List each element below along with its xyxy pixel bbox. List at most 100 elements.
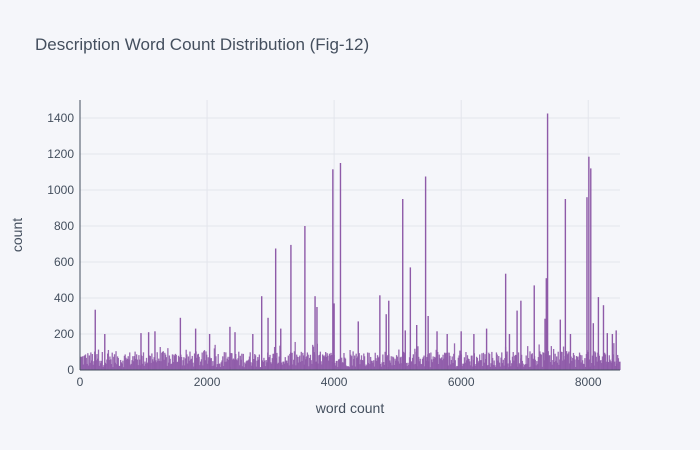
histogram-bar (179, 317, 182, 370)
histogram-bar-background (582, 363, 585, 370)
histogram-bar-background (133, 356, 135, 370)
histogram-bar-background (263, 357, 265, 370)
histogram-bar-background (99, 360, 101, 370)
histogram-bar-background (222, 356, 224, 370)
histogram-bar-background (535, 365, 537, 370)
histogram-bar-background (178, 357, 180, 370)
histogram-bar-background (330, 352, 332, 370)
histogram-bar-background (324, 355, 326, 370)
histogram-bar-background (538, 344, 540, 370)
histogram-bar-background (119, 365, 121, 370)
histogram-bar-background (550, 346, 552, 370)
histogram-bar-background (532, 358, 534, 370)
histogram-bar-background (124, 354, 126, 370)
histogram-bar-background (155, 362, 158, 370)
x-tick-label: 4000 (321, 375, 348, 389)
histogram-bar-background (523, 366, 525, 370)
histogram-bar-background (281, 364, 283, 370)
histogram-bar-background (400, 356, 402, 370)
histogram-bar-background (341, 362, 344, 370)
histogram-bar-background (161, 351, 164, 370)
histogram-bar (606, 333, 608, 370)
histogram-bar-background (276, 352, 278, 370)
histogram-bar-background (325, 356, 328, 370)
histogram-bar-background (396, 356, 398, 370)
histogram-bar-background (470, 355, 472, 370)
histogram-bar-background (502, 359, 504, 370)
x-axis-title: word count (315, 400, 385, 416)
histogram-bar-background (309, 354, 312, 370)
histogram-bar-background (407, 362, 409, 370)
histogram-bar-background (199, 365, 201, 370)
histogram-bar-background (584, 358, 586, 370)
histogram-bar-background (226, 358, 228, 370)
histogram-bar-background (526, 363, 528, 370)
histogram-bar-background (236, 360, 238, 370)
histogram-bar-background (335, 360, 338, 370)
histogram-bar-background (343, 352, 345, 370)
histogram-bar-background (163, 359, 165, 370)
histogram-bar-background (135, 354, 138, 370)
histogram-bar-background (466, 355, 469, 370)
histogram-bar (314, 296, 316, 370)
histogram-bar-background (491, 351, 493, 370)
histogram-bar-background (318, 354, 321, 370)
histogram-bar-background (614, 366, 617, 370)
histogram-bar-background (270, 362, 272, 370)
histogram-bar-background (300, 351, 302, 370)
histogram-bar-background (485, 359, 487, 370)
histogram-bar (508, 334, 511, 370)
histogram-bar-background (438, 354, 440, 370)
histogram-bar-background (142, 363, 144, 370)
histogram-bar-background (169, 358, 171, 370)
histogram-bar (602, 305, 605, 370)
histogram-bar-background (381, 362, 383, 370)
histogram-bar-background (216, 364, 219, 370)
histogram-bar-background (610, 362, 613, 370)
histogram-bar-background (207, 357, 209, 370)
histogram-bar-background (284, 357, 286, 370)
histogram-bar-background (167, 362, 170, 370)
histogram-bar-background (120, 362, 123, 370)
histogram-bar-background (190, 358, 193, 370)
histogram-bar-background (367, 362, 370, 370)
histogram-bar (409, 267, 412, 370)
histogram-bar-background (297, 362, 299, 370)
histogram-bar-background (452, 362, 454, 370)
histogram-bar-background (375, 358, 377, 370)
histogram-bar-background (105, 363, 107, 370)
histogram-bar-background (296, 356, 299, 370)
histogram-bar-background (253, 359, 255, 370)
histogram-bar-background (392, 356, 394, 370)
histogram-bar-background (350, 356, 353, 370)
histogram-bar-background (337, 366, 339, 370)
histogram-bar-background (418, 356, 420, 370)
histogram-bar-background (411, 357, 414, 370)
histogram-bar-background (457, 357, 459, 370)
histogram-bar-background (406, 365, 408, 370)
histogram-bar-background (231, 353, 233, 370)
histogram-bar-background (495, 352, 498, 370)
histogram-bar-background (536, 361, 538, 370)
histogram-bar-background (594, 351, 596, 370)
x-tick-label: 8000 (575, 375, 602, 389)
histogram-bar-background (132, 356, 134, 370)
histogram-bar-background (321, 354, 324, 370)
histogram-bar-background (600, 360, 602, 370)
histogram-bar-background (583, 364, 585, 370)
histogram-bar-background (524, 364, 527, 370)
histogram-bar-background (426, 357, 428, 370)
histogram-bar-background (483, 362, 485, 370)
histogram-bar-background (97, 358, 99, 370)
histogram-bar (545, 278, 548, 370)
histogram-bar-background (464, 362, 466, 370)
histogram-bar-background (371, 360, 373, 370)
histogram-bar-background (474, 365, 476, 370)
histogram-bar-background (480, 360, 482, 370)
histogram-bar-background (204, 360, 206, 370)
histogram-bar-background (137, 365, 139, 370)
histogram-bar-background (486, 365, 488, 370)
histogram-bar-background (242, 353, 244, 370)
histogram-bar (569, 334, 572, 370)
histogram-bar-background (211, 366, 213, 370)
